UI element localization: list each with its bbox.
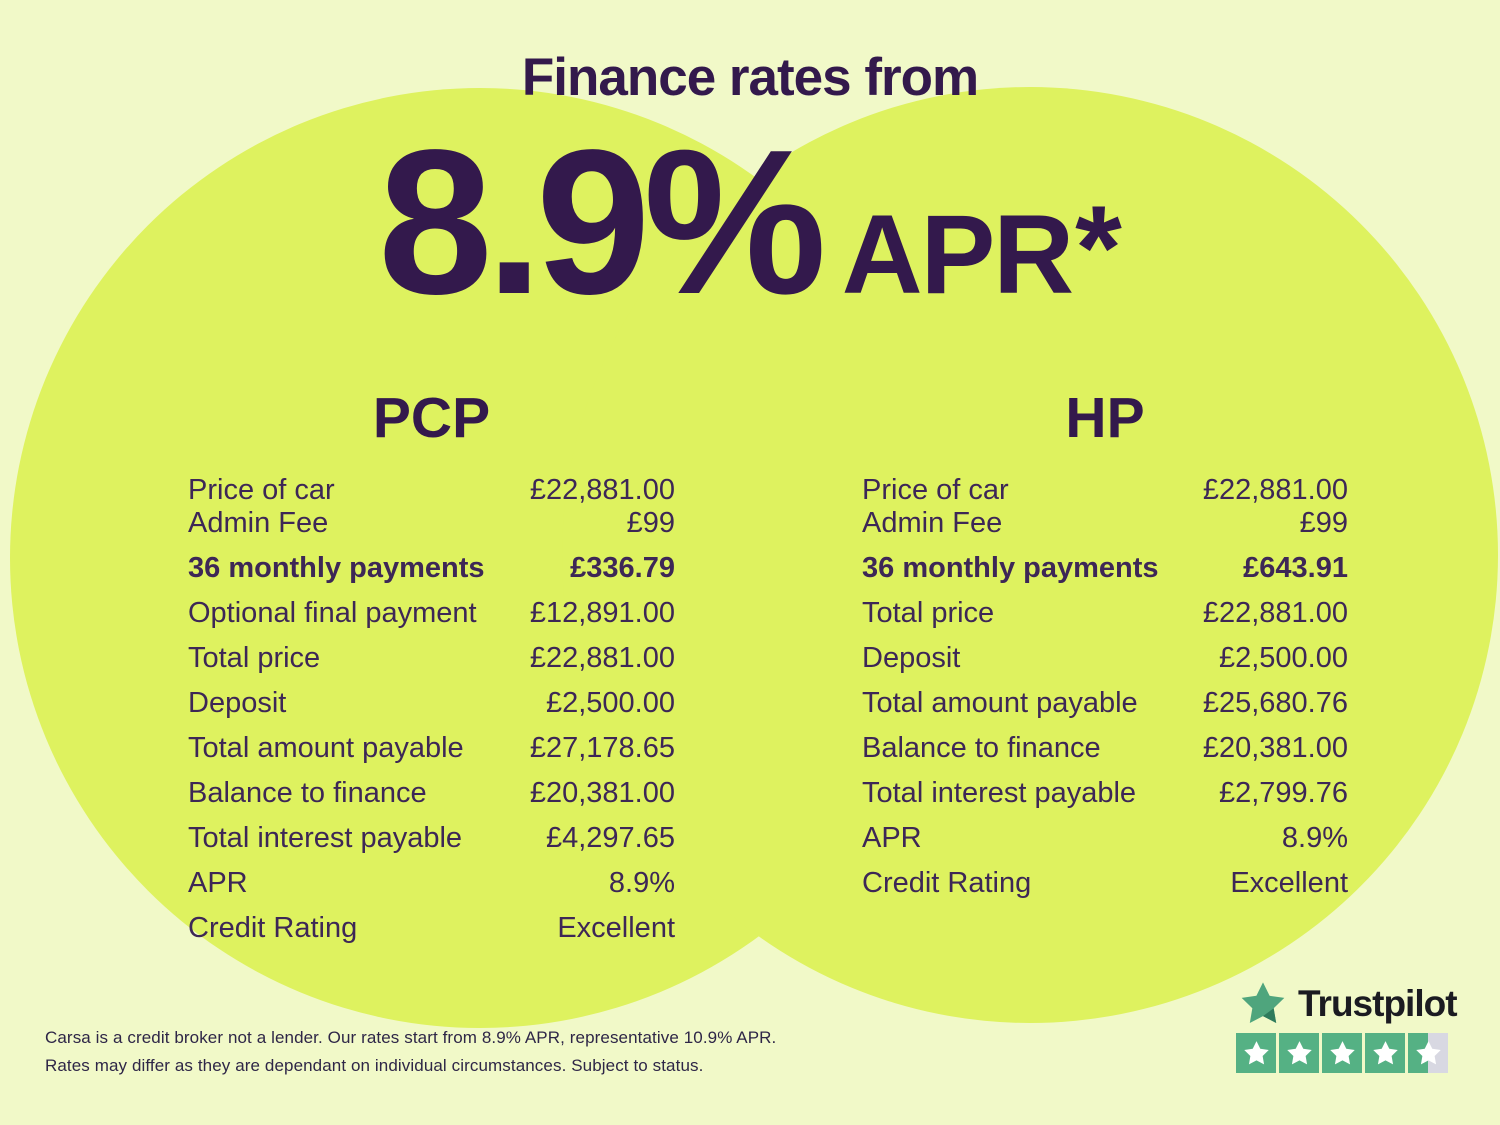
row-value: £22,881.00	[529, 642, 675, 674]
table-row: Total amount payable £27,178.65	[188, 726, 675, 771]
row-label: Optional final payment	[188, 597, 477, 629]
pcp-finance-table: Price of car £22,881.00 Admin Fee £99 36 mon…	[188, 474, 675, 951]
row-value: Excellent	[1230, 867, 1348, 899]
disclaimer-line-1: Carsa is a credit broker not a lender. O…	[45, 1028, 777, 1047]
row-label: Total amount payable	[862, 687, 1138, 719]
row-label: Price of car	[188, 474, 335, 506]
row-value: £2,500.00	[1218, 642, 1348, 674]
row-label: 36 monthly payments	[862, 552, 1159, 584]
row-label: Total interest payable	[862, 777, 1137, 809]
table-row: Deposit £2,500.00	[862, 636, 1348, 681]
star-icon	[1286, 1040, 1312, 1064]
table-row: Admin Fee £99	[862, 507, 1348, 540]
trustpilot-star-box	[1236, 1033, 1276, 1073]
table-row: 36 monthly payments £336.79	[188, 546, 675, 591]
table-row: Admin Fee £99	[188, 507, 675, 540]
row-value: 8.9%	[608, 867, 675, 899]
row-value: £2,500.00	[545, 687, 675, 719]
table-row: Optional final payment £12,891.00	[188, 591, 675, 636]
table-row: 36 monthly payments £643.91	[862, 546, 1348, 591]
row-label: Admin Fee	[862, 507, 1003, 539]
trustpilot-rating-stars	[1236, 1033, 1457, 1073]
table-row: APR 8.9%	[188, 861, 675, 906]
hp-finance-table: Price of car £22,881.00 Admin Fee £99 36 mon…	[862, 474, 1348, 906]
row-value: £99	[626, 507, 675, 539]
row-label: APR	[862, 822, 922, 854]
star-icon	[1415, 1040, 1441, 1064]
background-circle-right	[562, 87, 1498, 1023]
row-label: Deposit	[862, 642, 961, 674]
row-value: £22,881.00	[1202, 597, 1348, 629]
table-row: APR 8.9%	[862, 816, 1348, 861]
trustpilot-star-box	[1408, 1033, 1448, 1073]
table-row: Total interest payable £2,799.76	[862, 771, 1348, 816]
row-value: £643.91	[1243, 552, 1348, 584]
row-value: £99	[1299, 507, 1348, 539]
row-label: Price of car	[862, 474, 1009, 506]
table-row: Total price £22,881.00	[862, 591, 1348, 636]
headline-rate: 8.9% APR *	[0, 107, 1500, 337]
trustpilot-wordmark: Trustpilot	[1298, 983, 1458, 1024]
column-title-hp: HP	[1065, 386, 1145, 450]
row-value: £12,891.00	[529, 597, 675, 629]
row-value: Excellent	[557, 912, 675, 944]
column-title-pcp: PCP	[372, 386, 491, 450]
trustpilot-star-box	[1279, 1033, 1319, 1073]
row-label: Credit Rating	[862, 867, 1032, 899]
star-icon	[1372, 1040, 1398, 1064]
row-label: APR	[188, 867, 248, 899]
rate-value: 8.9%	[378, 107, 827, 337]
row-value: 8.9%	[1281, 822, 1348, 854]
star-icon	[1243, 1040, 1269, 1064]
disclaimer: Carsa is a credit broker not a lender. O…	[45, 1024, 776, 1080]
table-row: Price of car £22,881.00	[188, 474, 675, 507]
row-value: £27,178.65	[529, 732, 675, 764]
row-value: £20,381.00	[529, 777, 675, 809]
row-label: 36 monthly payments	[188, 552, 485, 584]
row-label: Balance to finance	[188, 777, 427, 809]
row-value: £25,680.76	[1202, 687, 1348, 719]
row-label: Balance to finance	[862, 732, 1101, 764]
row-label: Total price	[862, 597, 995, 629]
trustpilot-star-box	[1322, 1033, 1362, 1073]
row-label: Total amount payable	[188, 732, 464, 764]
row-value: £2,799.76	[1218, 777, 1348, 809]
row-value: £336.79	[570, 552, 675, 584]
table-row: Balance to finance £20,381.00	[188, 771, 675, 816]
trustpilot-star-box	[1365, 1033, 1405, 1073]
row-value: £20,381.00	[1202, 732, 1348, 764]
row-label: Credit Rating	[188, 912, 358, 944]
table-row: Credit Rating Excellent	[188, 906, 675, 951]
rate-suffix: APR	[841, 192, 1074, 317]
row-value: £22,881.00	[529, 474, 675, 506]
row-label: Deposit	[188, 687, 287, 719]
trustpilot-logo: Trustpilot	[1236, 977, 1458, 1031]
page-title: Finance rates from	[521, 48, 979, 107]
trustpilot-badge: Trustpilot	[1236, 977, 1458, 1073]
table-row: Deposit £2,500.00	[188, 681, 675, 726]
table-row: Total interest payable £4,297.65	[188, 816, 675, 861]
table-row: Balance to finance £20,381.00	[862, 726, 1348, 771]
table-row: Total amount payable £25,680.76	[862, 681, 1348, 726]
rate-asterisk: *	[1075, 181, 1122, 315]
row-label: Total interest payable	[188, 822, 463, 854]
trustpilot-star-icon	[1241, 982, 1285, 1024]
row-value: £4,297.65	[545, 822, 675, 854]
star-icon	[1329, 1040, 1355, 1064]
row-label: Admin Fee	[188, 507, 329, 539]
disclaimer-line-2: Rates may differ as they are dependant o…	[45, 1056, 704, 1075]
table-row: Credit Rating Excellent	[862, 861, 1348, 906]
table-row: Price of car £22,881.00	[862, 474, 1348, 507]
row-label: Total price	[188, 642, 321, 674]
row-value: £22,881.00	[1202, 474, 1348, 506]
table-row: Total price £22,881.00	[188, 636, 675, 681]
